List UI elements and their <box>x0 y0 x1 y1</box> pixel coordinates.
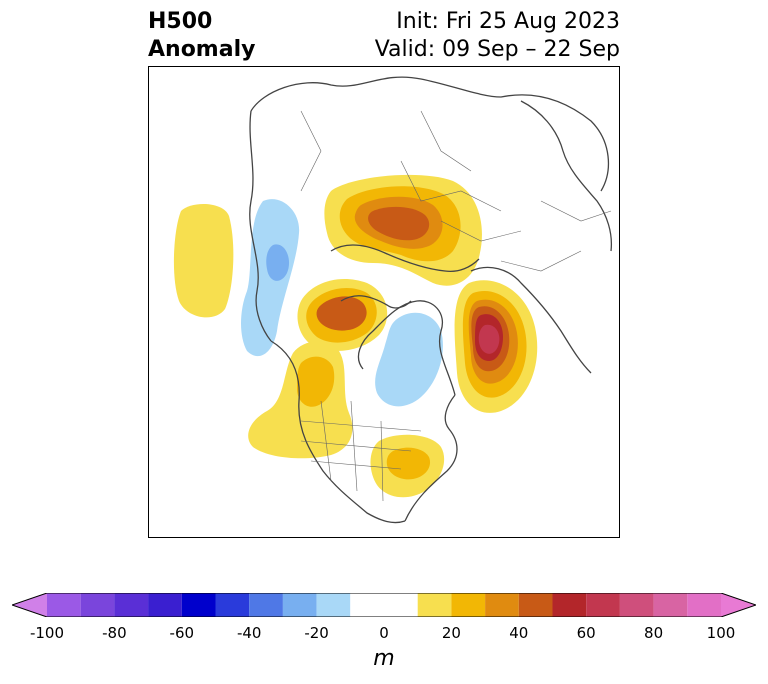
colorbar-cell <box>653 593 688 617</box>
colorbar-tick-label: 0 <box>379 624 389 642</box>
colorbar-over-arrow <box>721 593 756 617</box>
colorbar-cell <box>687 593 721 617</box>
colorbar-under-arrow <box>12 593 47 617</box>
colorbar-tick-label: -40 <box>236 624 262 642</box>
canada-trough-20 <box>375 312 443 407</box>
polar-map <box>148 66 620 538</box>
title-line-1: H500 <box>148 9 213 34</box>
colorbar-cell <box>485 593 519 617</box>
colorbar-cell <box>350 593 418 617</box>
colorbar-tick-label: -100 <box>29 624 65 642</box>
map-canvas <box>173 76 613 524</box>
colorbar-tick-label: 20 <box>441 624 461 642</box>
colorbar-cell <box>451 593 486 617</box>
coastlines <box>249 76 613 524</box>
wna-ridge-25 <box>297 356 335 407</box>
colorbar-cell <box>249 593 283 617</box>
colorbar-cell <box>148 593 182 617</box>
forecast-dates: Init: Fri 25 Aug 2023 Valid: 09 Sep – 22… <box>375 8 620 64</box>
colorbar-cell <box>181 593 216 617</box>
colorbar-tick-label: -80 <box>102 624 127 642</box>
colorbar-cell <box>619 593 654 617</box>
colorbar-cell <box>552 593 587 617</box>
colorbar-tick-label: 80 <box>644 624 664 642</box>
pacific-ridge-20 <box>173 204 234 318</box>
map-title: H500 Anomaly <box>148 8 255 64</box>
colorbar-cell <box>47 593 81 617</box>
colorbar-tick-label: 40 <box>509 624 529 642</box>
colorbar-cell <box>586 593 620 617</box>
anomaly-fills <box>173 174 538 498</box>
eastasia-trough-30 <box>266 244 290 281</box>
colorbar-tick-label: 60 <box>576 624 596 642</box>
colorbar-cell <box>417 593 452 617</box>
colorbar-units: m <box>373 646 395 671</box>
atlantic-ridge-70 <box>478 324 500 354</box>
kara-ridge-40 <box>316 296 367 331</box>
colorbar-cell <box>80 593 115 617</box>
borders <box>300 110 612 502</box>
init-date: Init: Fri 25 Aug 2023 <box>396 9 620 34</box>
eastasia-trough-20 <box>241 199 300 357</box>
colorbar <box>12 593 756 617</box>
colorbar-tick-label: 100 <box>706 624 736 642</box>
colorbar-cell <box>316 593 351 617</box>
colorbar-cell <box>114 593 149 617</box>
colorbar-cell <box>518 593 553 617</box>
colorbar-tick-label: -20 <box>304 624 329 642</box>
colorbar-cells <box>47 593 721 617</box>
valid-dates: Valid: 09 Sep – 22 Sep <box>374 37 620 62</box>
ena-ridge-25 <box>386 447 431 480</box>
colorbar-cell <box>282 593 317 617</box>
title-line-2: Anomaly <box>148 37 256 62</box>
colorbar-cell <box>215 593 250 617</box>
colorbar-tick-label: -60 <box>169 624 195 642</box>
europe-ridge-50 <box>368 206 430 241</box>
